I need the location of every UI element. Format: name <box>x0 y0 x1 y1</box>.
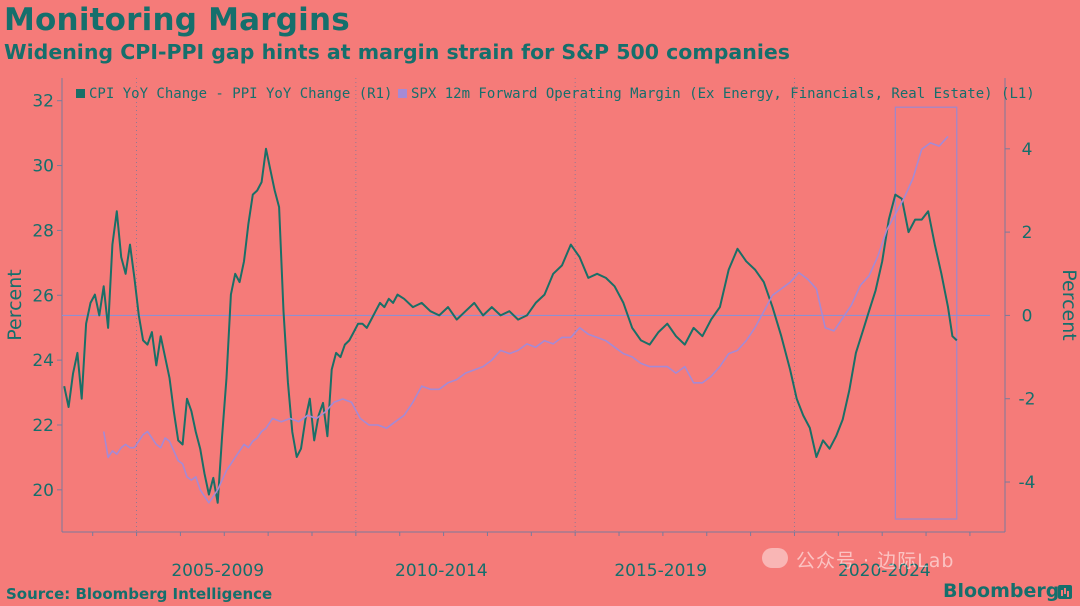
x-tick-label: 2015-2019 <box>614 561 707 581</box>
y-left-tick-label: 30 <box>32 157 54 177</box>
cpi-ppi-gap-line <box>63 147 958 504</box>
y-left-tick-label: 28 <box>32 221 54 241</box>
operating-margin-line <box>102 135 949 504</box>
y-left-tick-label: 24 <box>32 351 54 371</box>
watermark-text: 公众号 · 边际Lab <box>796 550 955 572</box>
y-right-axis-title: Percent <box>1058 269 1080 341</box>
bloomberg-chart-icon <box>1058 585 1072 599</box>
y-left-tick-label: 20 <box>32 481 54 501</box>
x-tick-label: 2020-2024 <box>838 561 931 581</box>
y-right-tick-label: -4 <box>1019 473 1036 493</box>
y-left-tick-label: 22 <box>32 416 54 436</box>
legend-swatch <box>76 89 85 98</box>
chart-subtitle: Widening CPI-PPI gap hints at margin str… <box>4 40 790 64</box>
source-note: Source: Bloomberg Intelligence <box>6 585 273 603</box>
legend-label: CPI YoY Change - PPI YoY Change (R1) <box>89 86 392 102</box>
y-right-tick-label: 4 <box>1022 140 1033 160</box>
y-left-tick-label: 32 <box>32 92 54 112</box>
x-tick-label: 2010-2014 <box>395 561 488 581</box>
wechat-icon <box>762 548 788 568</box>
highlight-box <box>894 106 958 520</box>
legend-label: SPX 12m Forward Operating Margin (Ex Ene… <box>411 86 1035 102</box>
chart-title: Monitoring Margins <box>4 2 350 38</box>
legend-swatch <box>398 89 407 98</box>
y-right-tick-label: 0 <box>1022 306 1033 326</box>
x-tick-label: 2005-2009 <box>171 561 264 581</box>
y-left-tick-label: 26 <box>32 286 54 306</box>
y-left-axis-title: Percent <box>4 269 26 341</box>
bloomberg-logo: Bloomberg <box>943 580 1060 602</box>
y-right-tick-label: -2 <box>1019 390 1036 410</box>
y-right-tick-label: 2 <box>1022 223 1033 243</box>
